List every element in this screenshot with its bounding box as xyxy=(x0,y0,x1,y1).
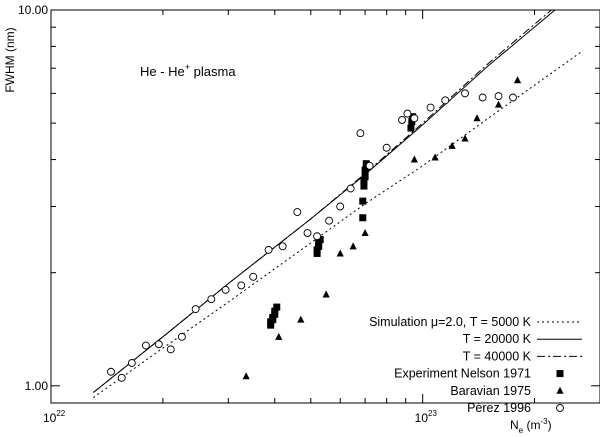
x-tick-label-exp: 22 xyxy=(56,409,65,418)
data-point-circle xyxy=(221,285,230,294)
data-point-triangle xyxy=(361,229,369,237)
data-point-triangle xyxy=(322,290,330,298)
data-point-triangle xyxy=(336,249,344,257)
data-point-circle xyxy=(207,295,216,304)
data-point-circle xyxy=(494,92,503,101)
data-point-circle xyxy=(336,202,345,211)
data-point-circle xyxy=(325,216,334,225)
data-point-square xyxy=(362,160,370,168)
data-point-circle xyxy=(478,93,487,102)
data-point-square xyxy=(361,166,369,174)
data-point-triangle xyxy=(275,332,283,340)
x-tick-label-base: 10 xyxy=(43,411,57,425)
data-point-square xyxy=(360,177,368,185)
legend-marker-sample xyxy=(556,404,564,412)
data-point-circle xyxy=(117,373,126,382)
legend-label: T = 40000 K xyxy=(463,349,532,363)
data-point-circle xyxy=(403,109,412,118)
data-point-square xyxy=(359,214,367,222)
x-axis-label-main: N xyxy=(510,418,519,432)
data-point-circle xyxy=(127,359,136,367)
legend-label: T = 20000 K xyxy=(463,332,532,346)
data-point-triangle xyxy=(431,153,439,161)
series-line-1 xyxy=(93,50,584,399)
data-point-circle xyxy=(293,208,302,216)
data-point-circle xyxy=(356,129,365,138)
simulation-lines xyxy=(92,10,584,399)
data-point-circle xyxy=(398,115,406,124)
data-point-square xyxy=(361,173,369,181)
data-point-circle xyxy=(426,103,435,112)
data-point-circle xyxy=(346,184,355,193)
plasma-annotation-main: He - He xyxy=(140,64,185,79)
data-point-circle xyxy=(166,345,175,354)
x-axis-label-unit-post: ) xyxy=(548,418,552,432)
x-tick-label: 1022 xyxy=(43,409,66,425)
data-point-circle xyxy=(303,229,312,237)
data-point-square xyxy=(408,118,416,126)
x-tick-label: 1023 xyxy=(415,409,438,425)
data-point-triangle xyxy=(513,76,522,84)
x-tick-label-exp: 23 xyxy=(428,409,437,418)
data-point-circle xyxy=(177,332,186,341)
x-tick-label-base: 10 xyxy=(415,411,429,425)
data-point-circle xyxy=(107,367,115,376)
data-point-circle xyxy=(249,272,258,281)
data-point-square xyxy=(316,236,324,244)
legend-label: Experiment Nelson 1971 xyxy=(394,367,531,381)
legend-marker-sample xyxy=(556,386,564,394)
data-point-circle xyxy=(365,161,374,170)
data-point-triangle xyxy=(242,372,250,380)
y-axis-label: FWHM (nm) xyxy=(3,27,17,92)
x-axis-label: Ne (m-3) xyxy=(510,417,552,435)
data-point-square xyxy=(359,197,367,205)
experiment-points xyxy=(107,76,522,382)
data-point-circle xyxy=(382,143,391,152)
plasma-annotation-sup: + xyxy=(185,62,190,72)
data-point-circle xyxy=(441,96,450,105)
data-point-circle xyxy=(509,93,517,102)
plasma-annotation: He - He+ plasma xyxy=(140,62,236,79)
data-point-triangle xyxy=(473,114,481,122)
data-point-triangle xyxy=(410,155,418,163)
data-point-square xyxy=(271,307,279,315)
series-line-3 xyxy=(92,10,552,393)
legend-label: Baravian 1975 xyxy=(450,384,531,398)
data-point-triangle xyxy=(349,242,357,250)
data-point-circle xyxy=(237,281,246,290)
x-axis-label-unit-sup: -3 xyxy=(540,417,548,426)
data-point-square xyxy=(360,182,368,190)
data-point-square xyxy=(407,124,415,132)
data-point-circle xyxy=(264,245,273,254)
legend: Simulation μ=2.0, T = 5000 K T = 20000 K T… xyxy=(369,315,582,415)
x-axis-label-unit-pre: (m xyxy=(523,418,540,432)
y-tick-label: 10.00 xyxy=(18,3,48,17)
y-tick-label: 1.00 xyxy=(25,379,49,393)
data-point-triangle xyxy=(461,134,469,142)
plasma-annotation-suffix: plasma xyxy=(190,64,236,79)
data-point-circle xyxy=(313,232,322,241)
data-point-triangle xyxy=(494,100,503,108)
legend-label: Simulation μ=2.0, T = 5000 K xyxy=(369,315,532,329)
legend-label: Pérez 1996 xyxy=(467,401,531,415)
data-point-circle xyxy=(191,305,200,314)
data-point-square xyxy=(273,303,281,311)
data-point-circle xyxy=(278,242,287,251)
data-point-circle xyxy=(154,340,163,349)
x-axis-label-sub: e xyxy=(519,426,524,435)
data-point-square xyxy=(313,246,321,254)
data-point-circle xyxy=(410,114,419,123)
data-point-circle xyxy=(461,89,469,98)
data-point-triangle xyxy=(297,315,305,323)
axis-ticks xyxy=(50,9,600,403)
data-point-square xyxy=(313,249,321,257)
data-point-circle xyxy=(141,341,150,350)
data-point-triangle xyxy=(448,141,456,149)
legend-marker-sample xyxy=(556,370,564,378)
